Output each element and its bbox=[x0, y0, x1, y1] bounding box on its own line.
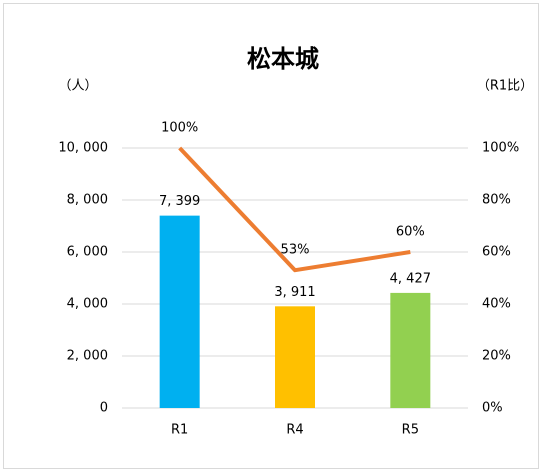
bar-value-label: 7, 399 bbox=[159, 194, 200, 209]
bar bbox=[275, 306, 315, 408]
x-tick-label: R1 bbox=[171, 423, 188, 438]
bar-value-label: 3, 911 bbox=[274, 285, 315, 300]
x-tick-label: R5 bbox=[402, 423, 419, 438]
chart-title: 松本城 bbox=[247, 45, 319, 73]
bar bbox=[390, 292, 431, 408]
y2-tick-label: 80% bbox=[482, 193, 511, 208]
line-value-label: 100% bbox=[161, 121, 198, 136]
bar-value-label: 4, 427 bbox=[390, 271, 431, 286]
line-value-label: 53% bbox=[281, 243, 310, 258]
y-tick-label: 8, 000 bbox=[67, 193, 108, 208]
y-axis-label: （人） bbox=[58, 79, 97, 94]
line-value-label: 60% bbox=[396, 225, 425, 240]
line bbox=[178, 146, 411, 273]
y2-axis-label: （R1比） bbox=[477, 79, 533, 94]
bar bbox=[159, 215, 200, 408]
y-tick-label: 0 bbox=[100, 401, 108, 416]
chart-frame bbox=[3, 3, 539, 469]
x-tick-label: R4 bbox=[286, 423, 303, 438]
y-tick-label: 10, 000 bbox=[58, 141, 108, 156]
y2-tick-label: 100% bbox=[482, 141, 519, 156]
y-tick-label: 4, 000 bbox=[67, 297, 108, 312]
y2-tick-label: 40% bbox=[482, 297, 511, 312]
y-tick-label: 2, 000 bbox=[67, 349, 108, 364]
y2-tick-label: 20% bbox=[482, 349, 511, 364]
y2-tick-label: 0% bbox=[482, 401, 503, 416]
y2-tick-label: 60% bbox=[482, 245, 511, 260]
y-tick-label: 6, 000 bbox=[67, 245, 108, 260]
